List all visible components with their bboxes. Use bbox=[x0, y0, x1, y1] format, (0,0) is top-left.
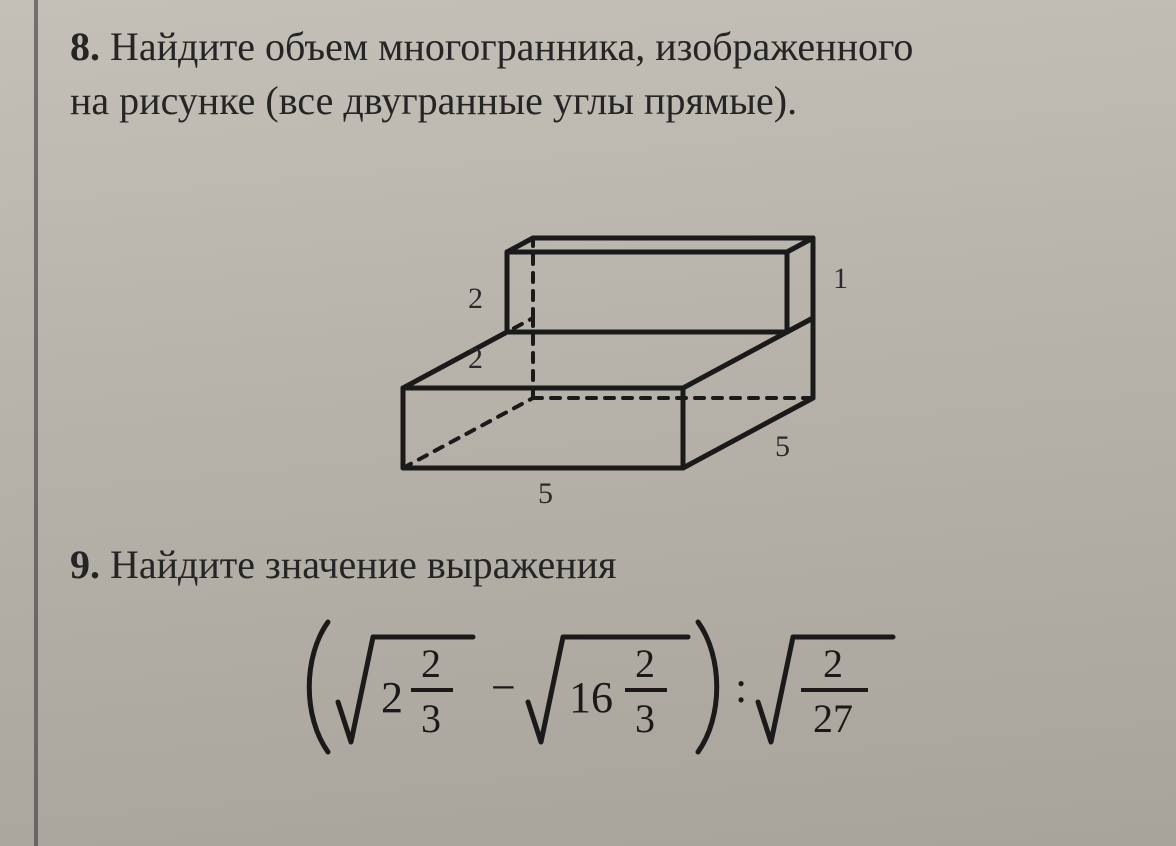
op-div: : bbox=[735, 663, 747, 712]
page-left-rule bbox=[34, 0, 38, 846]
problem-8-figure: 2 2 1 5 5 bbox=[313, 138, 873, 518]
page: 8. Найдите объем многогранника, изображе… bbox=[0, 0, 1176, 846]
sqrt1-whole: 2 bbox=[381, 673, 403, 722]
sqrt2-whole: 16 bbox=[569, 673, 613, 722]
sqrt3-num: 2 bbox=[823, 641, 843, 686]
problem-9-line: Найдите значение выражения bbox=[110, 542, 616, 587]
problem-9-expression: 2 2 3 − 16 2 3 : bbox=[273, 602, 913, 772]
label-bottom-height: 2 bbox=[468, 342, 483, 375]
problem-9-expression-wrap: 2 2 3 − 16 2 3 : bbox=[70, 602, 1116, 772]
label-top-depth: 1 bbox=[833, 262, 848, 295]
op-minus: − bbox=[491, 663, 516, 712]
problem-8-line1: Найдите объем многогранника, изображенно… bbox=[110, 24, 913, 69]
problem-9-text: 9. Найдите значение выражения bbox=[70, 538, 1116, 592]
sqrt1-den: 3 bbox=[421, 696, 441, 741]
sqrt3-den: 27 bbox=[813, 696, 853, 741]
problem-9-number: 9. bbox=[70, 542, 100, 587]
label-bottom-depth: 5 bbox=[775, 430, 790, 463]
sqrt2-den: 3 bbox=[635, 696, 655, 741]
label-bottom-width: 5 bbox=[538, 477, 553, 510]
sqrt1-num: 2 bbox=[421, 641, 441, 686]
problem-8: 8. Найдите объем многогранника, изображе… bbox=[70, 20, 1116, 518]
problem-8-figure-wrap: 2 2 1 5 5 bbox=[70, 138, 1116, 518]
label-top-height: 2 bbox=[468, 282, 483, 315]
problem-8-line2: на рисунке (все двугранные углы прямые). bbox=[70, 78, 797, 123]
problem-8-text: 8. Найдите объем многогранника, изображе… bbox=[70, 20, 1116, 128]
sqrt2-num: 2 bbox=[635, 641, 655, 686]
problem-9: 9. Найдите значение выражения 2 2 3 bbox=[70, 538, 1116, 772]
problem-8-number: 8. bbox=[70, 24, 100, 69]
